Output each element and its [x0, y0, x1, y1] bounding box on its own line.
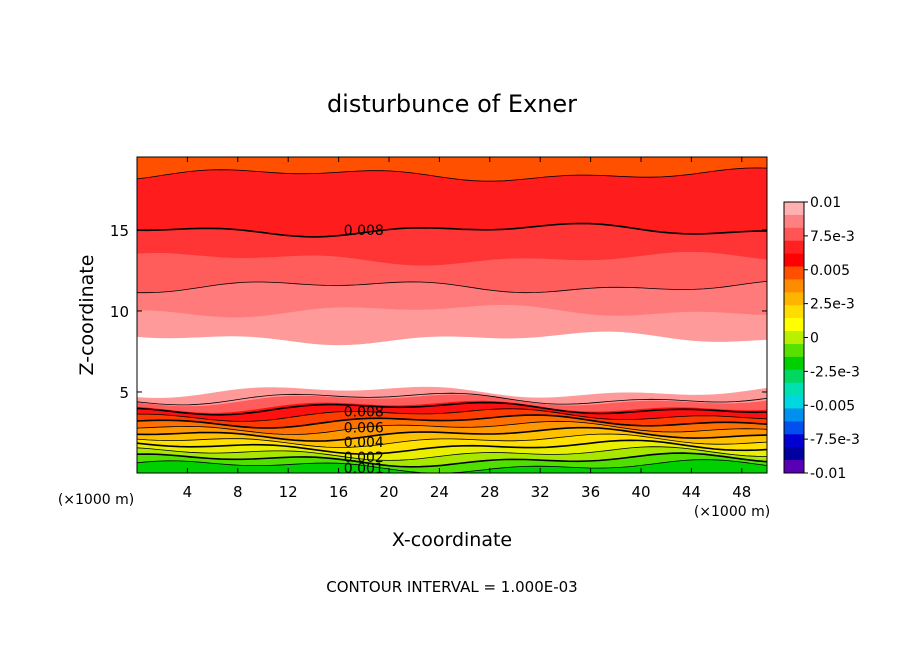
colorbar-swatch [784, 292, 804, 306]
x-tick-label: 40 [631, 483, 650, 501]
y-axis-label: Z-coordinate [76, 255, 98, 376]
contour-line [137, 408, 768, 422]
colorbar-swatch [784, 382, 804, 397]
contour-label: 0.001 [344, 461, 384, 477]
contour-lines [136, 167, 768, 474]
contour-line [137, 280, 768, 294]
colorbar-tick-label: -0.005 [810, 398, 855, 414]
contour-line [136, 426, 768, 442]
contour-line [136, 446, 768, 461]
colorbar-swatch [784, 202, 804, 216]
contour-line [136, 222, 768, 238]
contour-label: 0.004 [344, 435, 384, 451]
chart-title: disturbunce of Exner [327, 90, 577, 118]
contour-line [136, 401, 768, 416]
colorbar-swatch [784, 214, 804, 229]
contour-label: 0.008 [344, 223, 384, 239]
colorbar-swatch [784, 447, 804, 461]
colorbar-swatch [784, 318, 804, 332]
x-axis-unit-label: (×1000 m) [694, 504, 770, 520]
y-axis: 5 10 15 [110, 222, 767, 402]
colorbar-swatch [784, 421, 804, 435]
colorbar-tick-label: -2.5e-3 [810, 364, 860, 380]
x-tick-label: 4 [183, 483, 193, 501]
x-axis-label: X-coordinate [392, 529, 512, 551]
x-tick-label: 48 [732, 483, 751, 501]
colorbar-swatch [784, 331, 804, 345]
colorbar-swatch [784, 343, 804, 358]
x-tick-label: 16 [329, 483, 348, 501]
colorbar-tick-label: 0.01 [810, 195, 841, 211]
contour-line [136, 167, 768, 182]
y-tick-label: 15 [110, 222, 129, 240]
contour-line [136, 414, 768, 429]
y-axis-unit-label: (×1000 m) [58, 492, 134, 508]
contour-label: 0.006 [344, 421, 384, 437]
x-tick-label: 8 [233, 483, 243, 501]
contour-line [136, 433, 768, 448]
contour-line [136, 439, 768, 455]
colorbar-tick-label: -7.5e-3 [810, 432, 860, 448]
colorbar-swatch [784, 460, 804, 474]
colorbar-swatch [784, 253, 804, 268]
colorbar-tick-label: -0.01 [810, 466, 846, 482]
contour-label: 0.002 [344, 450, 384, 466]
contour-line [136, 452, 768, 468]
contour-line [136, 420, 768, 435]
plot-frame [136, 156, 768, 474]
contour-interval-note: CONTOUR INTERVAL = 1.000E-03 [326, 578, 577, 596]
colorbar-swatch [784, 266, 804, 280]
x-tick-label: 28 [480, 483, 499, 501]
colorbar-swatch [784, 305, 804, 319]
x-tick-label: 36 [581, 483, 600, 501]
x-tick-label: 32 [531, 483, 550, 501]
colorbar-tick-label: 2.5e-3 [810, 297, 855, 313]
x-tick-label: 24 [430, 483, 449, 501]
colorbar: 0.01 7.5e-3 0.005 2.5e-3 0 -2.5e-3 -0.005 -7.5e… [783, 195, 860, 482]
colorbar-swatch [784, 395, 804, 409]
colorbar-tick-label: 7.5e-3 [810, 229, 855, 245]
colorbar-swatch [784, 356, 804, 371]
colorbar-swatch [784, 227, 804, 242]
y-tick-label: 5 [119, 384, 129, 402]
colorbar-swatch [784, 279, 804, 293]
colorbar-tick-label: 0.005 [810, 263, 850, 279]
contour-line [136, 392, 768, 406]
colorbar-tick-label: 0 [810, 331, 819, 347]
contour-label: 0.008 [344, 404, 384, 420]
x-tick-label: 44 [682, 483, 701, 501]
colorbar-swatch [784, 369, 804, 384]
y-tick-label: 10 [110, 303, 129, 321]
x-axis: 4 8 12 16 20 24 28 32 36 40 44 48 [183, 157, 751, 501]
x-tick-label: 20 [379, 483, 398, 501]
colorbar-swatch [784, 240, 804, 255]
x-tick-label: 12 [279, 483, 298, 501]
colorbar-swatch [784, 434, 804, 448]
colorbar-swatch [784, 408, 804, 422]
